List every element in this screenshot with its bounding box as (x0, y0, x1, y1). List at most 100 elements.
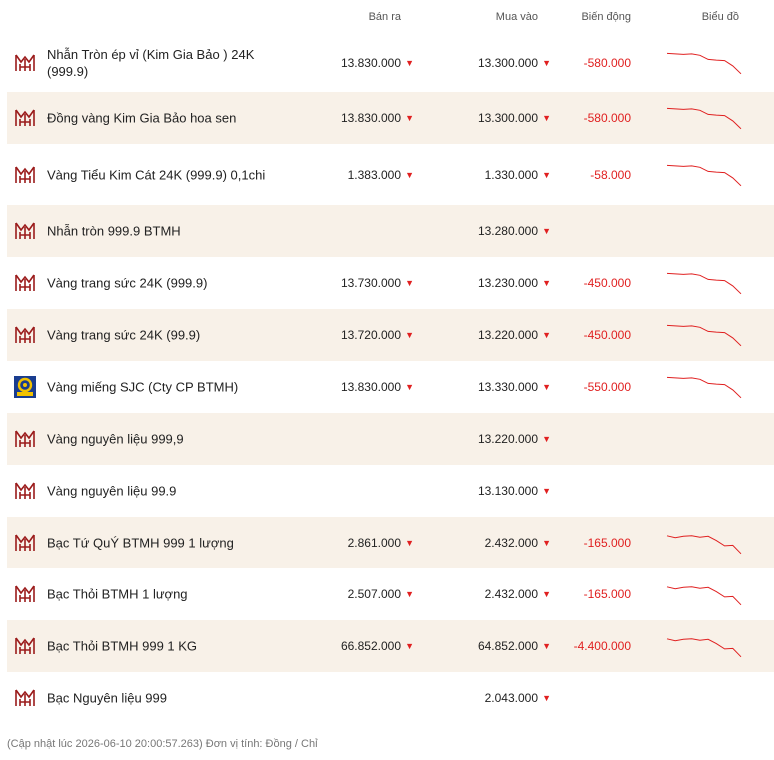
buy-down-arrow-icon: ▼ (542, 169, 551, 180)
sparkline-line (666, 534, 742, 554)
price-change: -165.000 (583, 535, 631, 550)
sparkline-chart[interactable] (665, 160, 743, 190)
buy-down-arrow-icon: ▼ (542, 382, 551, 392)
price-change: -580.000 (583, 111, 631, 125)
table-row[interactable]: Vàng Tiểu Kim Cát 24K (999.9) 0,1chi 1.38… (7, 144, 774, 205)
price-change: -58.000 (590, 167, 631, 182)
sparkline-chart[interactable] (665, 103, 743, 133)
btmh-logo-icon (14, 272, 36, 294)
btmh-logo-icon (14, 324, 36, 346)
buy-price: 13.280.000 (477, 224, 538, 238)
buy-price: 13.230.000 (477, 276, 538, 290)
btmh-logo-icon (14, 428, 36, 450)
buy-down-arrow-icon: ▼ (542, 278, 551, 288)
product-name: Vàng Tiểu Kim Cát 24K (999.9) 0,1chi (47, 167, 266, 182)
sparkline-chart[interactable] (665, 579, 743, 609)
sparkline-line (666, 638, 742, 658)
table-header: Bán ra Mua vào Biến động Biểu đồ (7, 0, 774, 34)
sparkline-line (666, 52, 742, 75)
sparkline-line (666, 376, 742, 399)
price-change: -450.000 (583, 328, 631, 342)
buy-price: 13.220.000 (477, 328, 538, 342)
buy-down-arrow-icon: ▼ (542, 226, 551, 236)
buy-down-arrow-icon: ▼ (542, 486, 551, 496)
sjc-logo-icon (14, 376, 36, 398)
sparkline-chart[interactable] (665, 372, 743, 402)
sparkline-chart[interactable] (665, 320, 743, 350)
sparkline-chart[interactable] (665, 631, 743, 661)
price-change: -580.000 (583, 56, 631, 70)
price-change: -550.000 (583, 380, 631, 394)
sparkline-line (666, 324, 742, 347)
sparkline-line (666, 272, 742, 295)
product-name: Vàng miếng SJC (Cty CP BTMH) (47, 379, 239, 395)
btmh-logo-icon (14, 164, 36, 186)
btmh-logo-icon (14, 635, 36, 657)
buy-down-arrow-icon: ▼ (542, 693, 551, 703)
table-row[interactable]: Bạc Tứ QuÝ BTMH 999 1 lượng 2.861.000 ▼ 2.4… (7, 517, 774, 568)
btmh-logo-icon (14, 687, 36, 709)
product-name: Nhẫn Tròn ép vỉ (Kim Gia Bảo ) 24K (999.… (47, 47, 255, 79)
sell-down-arrow-icon: ▼ (405, 169, 414, 180)
buy-price: 64.852.000 (477, 639, 538, 653)
buy-price: 13.330.000 (477, 380, 538, 394)
update-footer: (Cập nhật lúc 2026-06-10 20:00:57.263) Đ… (7, 738, 318, 750)
sell-price: 66.852.000 (340, 639, 401, 653)
table-row[interactable]: Bạc Thỏi BTMH 1 lượng 2.507.000 ▼ 2.432.000… (7, 568, 774, 620)
sell-price: 2.507.000 (347, 587, 401, 601)
price-table: Bán ra Mua vào Biến động Biểu đồ Nhẫn Tr… (7, 0, 774, 724)
buy-price: 13.130.000 (477, 484, 538, 498)
buy-price: 13.300.000 (477, 56, 538, 70)
table-row[interactable]: Nhẫn Tròn ép vỉ (Kim Gia Bảo ) 24K (999.… (7, 34, 774, 92)
sparkline-chart[interactable] (665, 48, 743, 78)
product-name: Vàng nguyên liệu 999,9 (47, 431, 184, 447)
sell-down-arrow-icon: ▼ (405, 58, 414, 68)
sparkline-line (666, 164, 742, 186)
sell-price: 13.830.000 (340, 56, 401, 70)
sell-price: 13.720.000 (340, 328, 401, 342)
table-row[interactable]: Vàng trang sức 24K (99.9) 13.720.000 ▼ 13.2… (7, 309, 774, 361)
buy-price: 2.432.000 (484, 535, 538, 550)
product-name: Nhẫn tròn 999.9 BTMH (47, 223, 181, 239)
btmh-logo-icon (14, 220, 36, 242)
table-body: Nhẫn Tròn ép vỉ (Kim Gia Bảo ) 24K (999.… (7, 34, 774, 724)
sell-down-arrow-icon: ▼ (405, 278, 414, 288)
header-sell: Bán ra (368, 11, 401, 23)
sparkline-line (666, 107, 742, 130)
sell-down-arrow-icon: ▼ (405, 589, 414, 599)
sell-down-arrow-icon: ▼ (405, 330, 414, 340)
price-change: -4.400.000 (573, 639, 631, 653)
sell-price: 1.383.000 (347, 167, 401, 182)
sell-down-arrow-icon: ▼ (405, 641, 414, 651)
buy-price: 2.432.000 (484, 587, 538, 601)
table-row[interactable]: Bạc Nguyên liệu 999 2.043.000 ▼ (7, 672, 774, 724)
table-row[interactable]: Đồng vàng Kim Gia Bảo hoa sen 13.830.000 ▼… (7, 92, 774, 144)
sell-price: 13.730.000 (340, 276, 401, 290)
table-row[interactable]: Vàng miếng SJC (Cty CP BTMH) 13.830.000 ▼ 1… (7, 361, 774, 413)
header-buy: Mua vào (495, 11, 538, 23)
product-name: Bạc Nguyên liệu 999 (47, 690, 167, 706)
product-name: Vàng nguyên liệu 99.9 (47, 483, 177, 499)
buy-down-arrow-icon: ▼ (542, 58, 551, 68)
sparkline-chart[interactable] (665, 268, 743, 298)
btmh-logo-icon (14, 480, 36, 502)
btmh-logo-icon (14, 583, 36, 605)
buy-price: 13.220.000 (477, 432, 538, 446)
sell-price: 2.861.000 (347, 535, 401, 550)
buy-down-arrow-icon: ▼ (542, 330, 551, 340)
sell-price: 13.830.000 (340, 111, 401, 125)
table-row[interactable]: Vàng nguyên liệu 999,9 13.220.000 ▼ (7, 413, 774, 465)
btmh-logo-icon (14, 532, 36, 554)
table-row[interactable]: Vàng nguyên liệu 99.9 13.130.000 ▼ (7, 465, 774, 517)
header-chart: Biểu đồ (701, 11, 739, 23)
table-row[interactable]: Vàng trang sức 24K (999.9) 13.730.000 ▼ 13.… (7, 257, 774, 309)
sparkline-chart[interactable] (665, 528, 743, 558)
product-name: Vàng trang sức 24K (99.9) (47, 327, 201, 343)
product-name: Bạc Tứ QuÝ BTMH 999 1 lượng (47, 535, 234, 550)
buy-price: 13.300.000 (477, 111, 538, 125)
btmh-logo-icon (14, 52, 36, 74)
table-row[interactable]: Bạc Thỏi BTMH 999 1 KG 66.852.000 ▼ 64.852.… (7, 620, 774, 672)
product-name: Bạc Thỏi BTMH 1 lượng (47, 586, 188, 602)
buy-down-arrow-icon: ▼ (542, 589, 551, 599)
table-row[interactable]: Nhẫn tròn 999.9 BTMH 13.280.000 ▼ (7, 205, 774, 257)
